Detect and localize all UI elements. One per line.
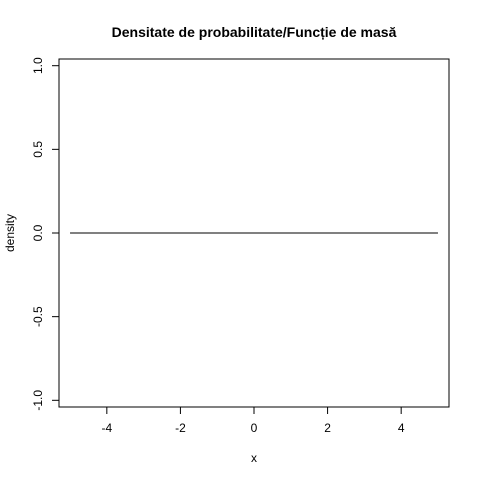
x-axis: -4 -2 0 2 4	[101, 407, 405, 435]
y-axis: -1.0 -0.5 0.0 0.5 1.0	[31, 57, 59, 411]
y-tick-label: 0.0	[31, 224, 45, 241]
y-tick-label: 0.5	[31, 141, 45, 158]
y-tick-label: 1.0	[31, 57, 45, 74]
x-tick-label: 0	[251, 421, 258, 435]
y-tick-label: -0.5	[31, 306, 45, 327]
x-axis-label: x	[251, 451, 257, 465]
x-tick-label: 2	[324, 421, 331, 435]
chart-title: Densitate de probabilitate/Funcție de ma…	[112, 24, 397, 40]
x-tick-label: -4	[101, 421, 112, 435]
y-axis-label: density	[3, 214, 17, 252]
y-tick-label: -1.0	[31, 390, 45, 411]
x-tick-label: 4	[398, 421, 405, 435]
x-tick-label: -2	[175, 421, 186, 435]
